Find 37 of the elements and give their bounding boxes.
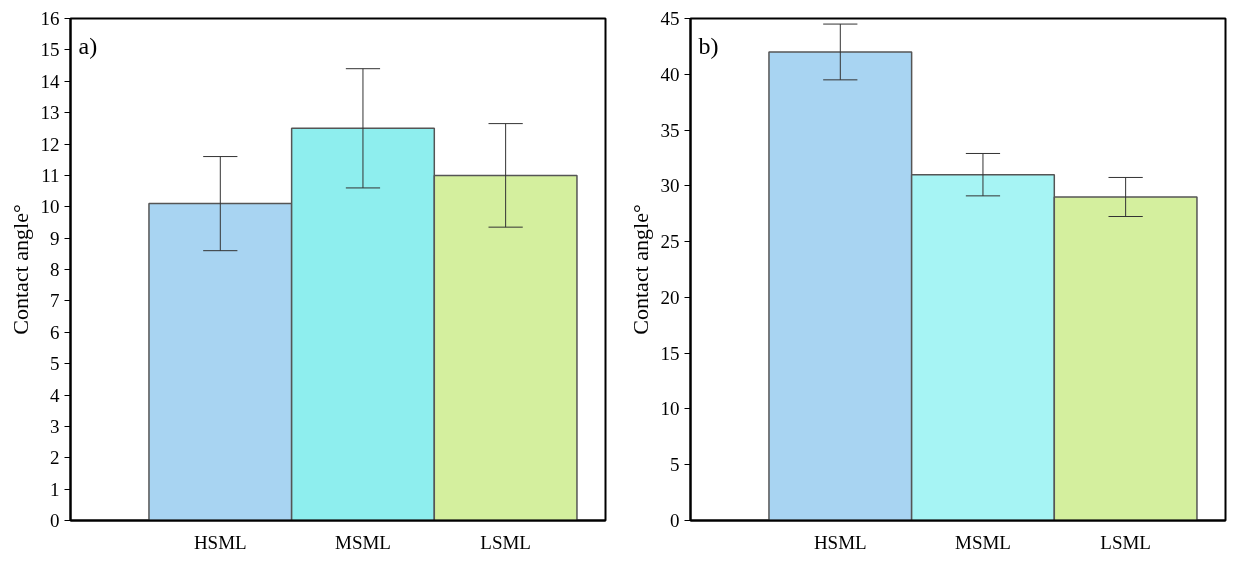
annotation: a)	[78, 33, 98, 60]
x-tick-label: MSML	[334, 531, 391, 553]
x-tick-label: LSML	[480, 531, 531, 553]
y-tick-label: 10	[40, 196, 60, 218]
y-tick-label: 15	[40, 39, 60, 61]
y-tick-label: 16	[40, 8, 60, 29]
y-tick-label: 8	[50, 259, 60, 280]
x-tick-label: MSML	[954, 531, 1011, 553]
y-axis-title: Contact angle°	[7, 204, 33, 335]
y-tick-label: 12	[40, 133, 60, 155]
y-tick-label: 30	[660, 175, 680, 197]
y-axis-title: Contact angle°	[627, 204, 653, 335]
y-tick-label: 10	[660, 398, 680, 420]
y-tick-label: 45	[660, 8, 680, 29]
y-tick-label: 7	[50, 290, 60, 312]
x-tick-label: HSML	[193, 531, 247, 553]
y-tick-label: 5	[50, 353, 60, 375]
y-tick-label: 3	[50, 415, 60, 437]
y-tick-label: 13	[40, 102, 60, 124]
y-tick-label: 6	[50, 321, 60, 343]
y-tick-label: 5	[670, 454, 680, 476]
x-tick-label: HSML	[813, 531, 867, 553]
y-tick-label: 20	[660, 286, 680, 308]
y-tick-label: 14	[40, 70, 60, 92]
y-tick-label: 11	[41, 164, 60, 186]
y-tick-label: 2	[50, 447, 60, 469]
y-tick-label: 25	[660, 231, 680, 253]
y-tick-label: 0	[50, 510, 60, 531]
y-tick-label: 9	[50, 227, 60, 249]
y-tick-label: 4	[50, 384, 60, 406]
y-tick-label: 35	[660, 119, 680, 141]
x-tick-label: LSML	[1100, 531, 1151, 553]
y-tick-label: 40	[660, 63, 680, 85]
y-tick-label: 1	[50, 478, 60, 500]
y-tick-label: 0	[670, 510, 680, 531]
annotation: b)	[698, 33, 719, 60]
y-tick-label: 15	[660, 342, 680, 364]
